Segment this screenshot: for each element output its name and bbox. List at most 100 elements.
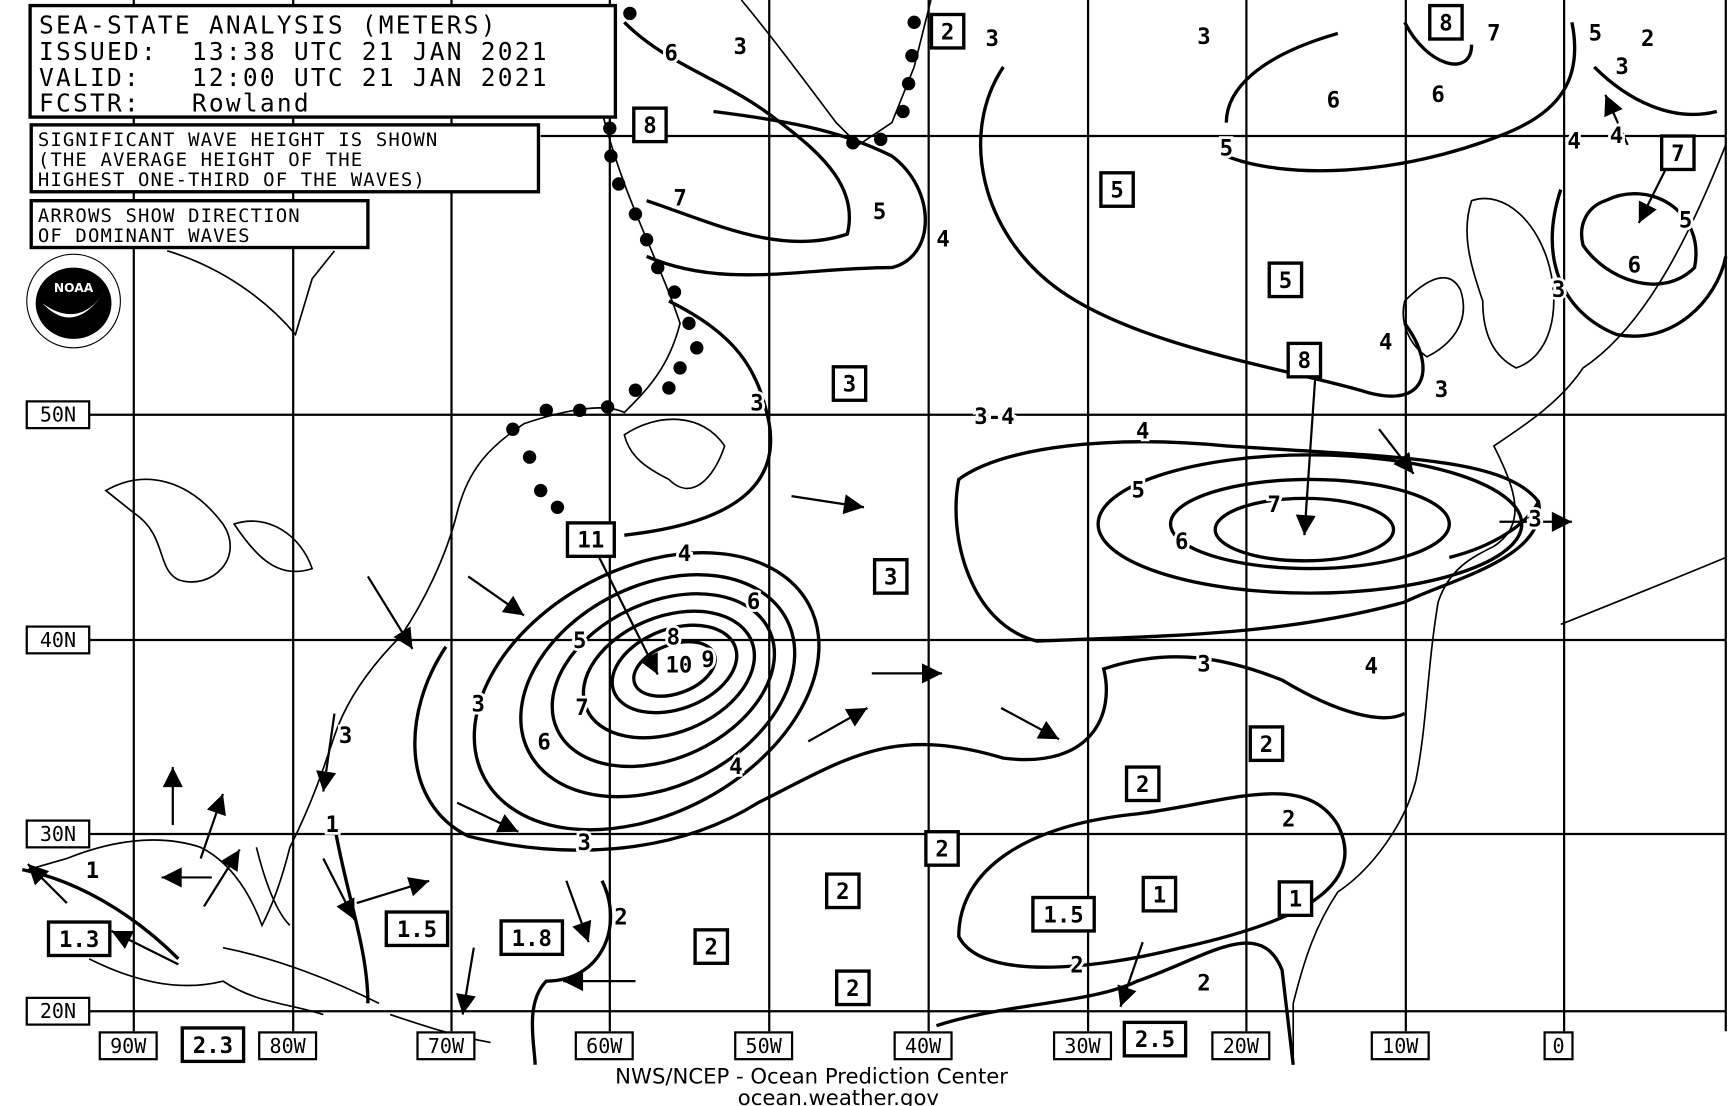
- arrow-head-icon: [206, 793, 226, 817]
- note-line: ARROWS SHOW DIRECTION: [38, 205, 301, 227]
- boxed-value: 2: [935, 837, 948, 863]
- contour-label: 3-4: [974, 404, 1014, 430]
- boxed-value: 2: [1136, 772, 1149, 798]
- boxed-value: 11: [577, 528, 604, 554]
- contour-label: 1: [326, 812, 339, 838]
- contour-label: 6: [537, 730, 550, 756]
- contour-label: 4: [936, 227, 949, 253]
- contour-label: 5: [1220, 135, 1233, 161]
- arrow-head-icon: [1393, 451, 1414, 474]
- contour-label: 2: [614, 905, 627, 931]
- arrow-head-icon: [1036, 720, 1060, 740]
- contour-label: 6: [1175, 529, 1188, 555]
- wave-arrow: [1303, 373, 1317, 536]
- ice-edge-dot: [550, 500, 565, 514]
- lat-label: 40N: [25, 625, 91, 655]
- arrow-head-icon: [1295, 514, 1316, 536]
- arrow-head-icon: [316, 770, 337, 792]
- contour-label: 5: [873, 199, 886, 225]
- lon-label: 30W: [1052, 1031, 1113, 1061]
- lon-label-text: 10W: [1382, 1034, 1419, 1058]
- arrow-head-icon: [1551, 511, 1572, 532]
- contour-label: 2: [1641, 26, 1654, 52]
- lon-label: 0: [1543, 1031, 1574, 1061]
- coastlines: [27, 0, 1727, 1065]
- lon-label-text: 40W: [905, 1034, 942, 1058]
- boxed-value: 7: [1671, 141, 1684, 167]
- arrow-head-icon: [562, 971, 584, 992]
- ice-edge-dot: [522, 450, 537, 464]
- contour-label: 6: [664, 41, 677, 67]
- footer-url[interactable]: ocean.weather.gov: [738, 1085, 939, 1106]
- boxed-value: 8: [1298, 348, 1311, 374]
- arrow-head-icon: [1117, 984, 1137, 1007]
- boxed-value: 1: [1289, 887, 1302, 913]
- boxed-wave-height: 2: [693, 928, 730, 965]
- lat-label-text: 50N: [40, 403, 76, 427]
- contour-label: 4: [1610, 123, 1623, 149]
- boxed-wave-height: 5: [1099, 171, 1135, 208]
- ice-edge-dot: [662, 381, 676, 395]
- ice-edge-dot: [874, 132, 888, 147]
- contour-label: 7: [1487, 20, 1500, 46]
- ice-edge-dot: [846, 136, 860, 150]
- boxed-wave-height: 2: [1124, 765, 1161, 803]
- boxed-wave-height: 2: [835, 969, 871, 1007]
- contour-label: 6: [1431, 82, 1444, 108]
- boxed-value: 1: [1153, 882, 1166, 908]
- boxed-wave-height: 2.5: [1122, 1020, 1188, 1058]
- ice-edge-dot: [639, 233, 654, 247]
- ice-edge-dot: [628, 207, 643, 221]
- arrow-head-icon: [161, 867, 182, 888]
- boxed-value: 1.5: [1043, 902, 1083, 928]
- boxed-value: 2: [836, 879, 849, 905]
- contour-label: 5: [1589, 20, 1602, 46]
- arrow-head-icon: [842, 494, 864, 515]
- arrow-head-icon: [572, 919, 592, 943]
- lon-label: 50W: [734, 1031, 794, 1061]
- contour-label: 3: [1528, 507, 1541, 533]
- ice-edge-dot: [628, 383, 643, 397]
- lon-label-text: 50W: [746, 1034, 783, 1058]
- boxed-wave-height: 2.3: [180, 1026, 246, 1064]
- boxed-wave-height: 1.8: [499, 919, 565, 957]
- ice-edge-dot: [603, 121, 617, 135]
- lat-lon-grid: [89, 0, 1727, 1032]
- contour-label: 2: [1070, 953, 1083, 979]
- boxed-wave-height: 2: [924, 830, 960, 867]
- lon-label: 40W: [893, 1031, 953, 1061]
- lon-label-text: 0: [1553, 1034, 1565, 1058]
- boxed-wave-height: 3: [872, 558, 909, 595]
- contour-label: 7: [1268, 492, 1281, 518]
- contour-label: 10: [666, 653, 693, 679]
- contour-label: 3: [1615, 54, 1628, 80]
- lat-label: 20N: [25, 996, 91, 1026]
- boxed-value: 8: [643, 113, 656, 139]
- boxed-wave-height: 1: [1277, 880, 1314, 918]
- ice-edge-dot: [534, 483, 548, 498]
- note-line: (THE AVERAGE HEIGHT OF THE: [38, 149, 363, 171]
- boxed-wave-height: 8: [1428, 3, 1464, 41]
- lon-label: 90W: [98, 1031, 158, 1061]
- boxed-wave-height: 1: [1141, 875, 1178, 913]
- boxed-wave-height: 5: [1267, 261, 1304, 299]
- wave-height-note: SIGNIFICANT WAVE HEIGHT IS SHOWN (THE AV…: [29, 123, 541, 194]
- boxed-wave-height: 2: [929, 12, 966, 50]
- contour-label: 9: [701, 647, 714, 673]
- ice-edge-dot: [573, 403, 587, 417]
- note-line: SIGNIFICANT WAVE HEIGHT IS SHOWN: [38, 129, 439, 151]
- lon-label: 10W: [1370, 1031, 1430, 1061]
- lon-label: 20W: [1211, 1031, 1271, 1061]
- contour-label: 4: [729, 754, 742, 780]
- boxed-value: 2: [941, 19, 954, 45]
- boxed-wave-height: 2: [1248, 725, 1285, 763]
- axis-labels: 50N 40N 30N 20N 90W 80W 70W 60W 50W 40W 30W 20W 10W 0: [25, 400, 1574, 1061]
- forecaster: FCSTR: Rowland: [39, 88, 311, 117]
- contour-label: 3: [339, 723, 352, 749]
- ice-edge-dot: [600, 400, 615, 414]
- lon-label-text: 60W: [586, 1034, 623, 1058]
- contour-label: 2: [1282, 806, 1295, 832]
- arrow-head-icon: [407, 877, 430, 897]
- arrow-head-icon: [336, 897, 355, 920]
